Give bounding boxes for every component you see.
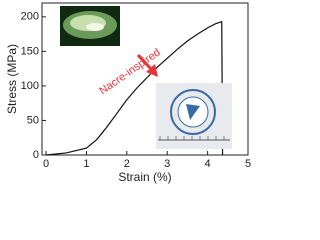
x-tick-label: 3 [164, 158, 170, 170]
chart: Nacre-inspired Strain (%) Stress (MPa) 0… [5, 2, 251, 184]
y-tick-label: 100 [21, 80, 39, 92]
annotation-group: Nacre-inspired [97, 46, 162, 97]
shell-photo [60, 6, 120, 46]
plot-frame [41, 2, 249, 156]
x-tick-label: 0 [43, 158, 49, 170]
x-tick-label: 5 [245, 158, 251, 170]
y-axis-label: Stress (MPa) [5, 44, 19, 114]
film-photo [156, 83, 232, 149]
x-axis-label: Strain (%) [118, 170, 171, 184]
y-tick-label: 200 [21, 11, 39, 23]
y-tick-label: 150 [21, 45, 39, 57]
annotation-arrowhead [146, 64, 158, 77]
y-tick-label: 50 [27, 114, 39, 126]
x-tick-label: 1 [83, 158, 89, 170]
annotation-arrow [136, 53, 154, 72]
y-tick-label: 0 [33, 149, 39, 161]
x-tick-label: 4 [205, 158, 211, 170]
x-tick-label: 2 [124, 158, 130, 170]
